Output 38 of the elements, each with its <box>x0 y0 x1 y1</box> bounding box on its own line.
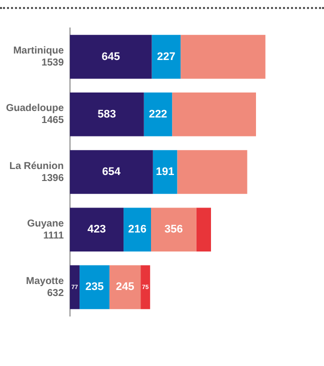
bar <box>144 92 172 136</box>
data-label: 645 <box>102 50 120 63</box>
bar <box>140 265 150 310</box>
y-tick-label: Mayotte <box>26 276 64 287</box>
bar <box>177 150 248 194</box>
data-label: 356 <box>164 224 183 236</box>
bar <box>70 265 80 310</box>
total-label: 1539 <box>42 58 64 69</box>
bar <box>152 150 178 194</box>
bar <box>180 34 266 79</box>
bar <box>124 208 152 252</box>
bar <box>70 150 153 194</box>
bar <box>109 265 141 310</box>
bar <box>152 34 181 79</box>
bar <box>196 208 211 252</box>
data-label: 423 <box>87 224 106 236</box>
data-label: 583 <box>98 108 116 120</box>
y-tick-label: Guyane <box>27 218 64 230</box>
data-label: 222 <box>148 108 168 120</box>
y-tick-label: Guadeloupe <box>6 103 64 114</box>
bar <box>70 208 124 252</box>
y-tick-label: Martinique <box>13 46 64 57</box>
y-tick-label: La Réunion <box>9 160 64 172</box>
data-label: 227 <box>157 50 176 63</box>
bar <box>172 92 256 136</box>
bar <box>80 265 110 310</box>
total-label: 1111 <box>43 230 64 242</box>
total-label: 1396 <box>42 172 64 184</box>
data-label: 654 <box>102 166 122 178</box>
total-label: 632 <box>47 288 64 299</box>
data-label: 245 <box>116 281 134 294</box>
data-label: 191 <box>156 166 174 178</box>
total-label: 1465 <box>42 115 64 126</box>
bar <box>151 208 196 252</box>
data-label: 216 <box>128 224 146 236</box>
bar <box>70 34 152 79</box>
bar <box>70 92 144 136</box>
data-label: 235 <box>85 281 104 294</box>
